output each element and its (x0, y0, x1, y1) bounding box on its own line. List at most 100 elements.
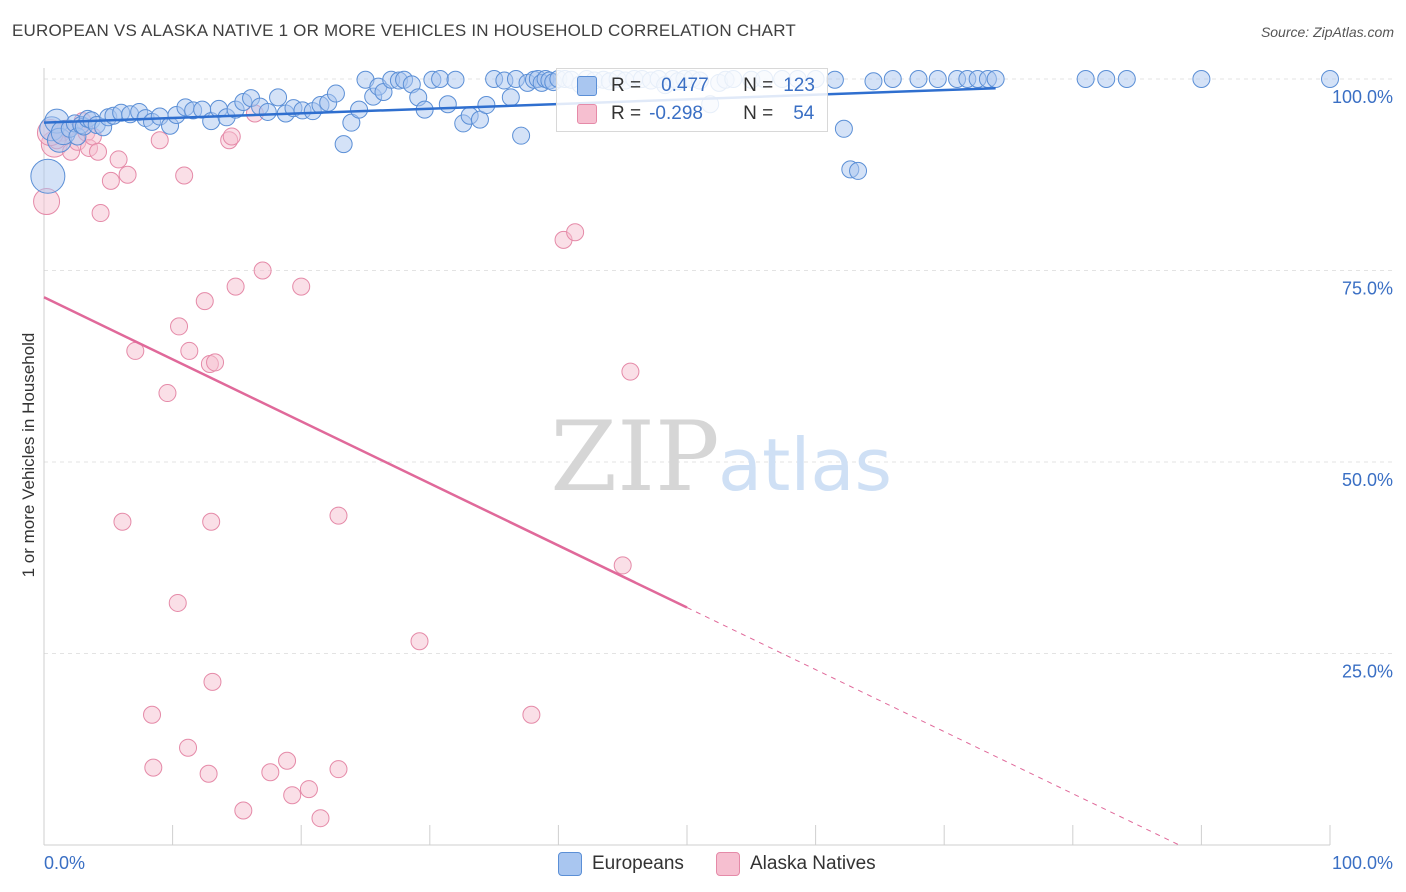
alaska-point (206, 353, 225, 372)
european-point (350, 100, 369, 119)
european-point (446, 70, 465, 89)
source-label: Source: ZipAtlas.com (1260, 24, 1394, 40)
trend-lines (43, 86, 1180, 846)
x-tick-label: 0.0% (44, 853, 85, 873)
alaska-point (150, 131, 169, 150)
alaska-point (180, 341, 199, 360)
alaska-point (113, 512, 132, 531)
legend-n-label: N = (743, 75, 774, 96)
y-tick-label: 75.0% (1342, 279, 1393, 299)
watermark-zip: ZIP (550, 401, 719, 513)
alaska-point (621, 362, 640, 381)
alaska-point (179, 738, 198, 757)
legend-n-value: 123 (783, 75, 815, 96)
alaska-point (566, 223, 585, 242)
alaska-point (410, 632, 429, 651)
alaska-point (195, 292, 214, 311)
alaska-point (168, 593, 187, 612)
watermark: ZIP atlas (550, 401, 892, 513)
gridlines (44, 78, 1392, 654)
alaska-point (283, 786, 302, 805)
y-tick-labels: 25.0% 50.0% 75.0% 100.0% (1332, 87, 1393, 682)
alaska-point (292, 277, 311, 296)
european-point (909, 70, 928, 88)
alaska-point (91, 204, 110, 223)
y-tick-label: 50.0% (1342, 470, 1393, 490)
alaska-point (202, 512, 221, 531)
alaska-point (158, 384, 177, 403)
blue-points (30, 70, 1339, 194)
european-point (477, 96, 496, 115)
alaska-point (222, 127, 241, 146)
alaska-point (203, 672, 222, 691)
watermark-atlas: atlas (718, 423, 892, 507)
legend-row-europeans: R = 0.477 N = 123 (577, 73, 815, 99)
european-point (334, 135, 353, 154)
european-point (834, 119, 853, 138)
european-point (1321, 70, 1339, 88)
alaska-point (311, 809, 330, 828)
legend-item-europeans[interactable]: Europeans (558, 852, 684, 876)
alaska-point (170, 317, 189, 336)
pink-points (33, 104, 640, 828)
european-point (326, 84, 345, 103)
alaska-point (109, 150, 128, 169)
european-point (1117, 70, 1136, 88)
legend-r-value: -0.298 (649, 103, 703, 124)
legend-row-alaska: R = -0.298 N = 54 (577, 101, 814, 127)
alaska-point (89, 142, 108, 161)
european-point (1192, 70, 1211, 88)
alaska-point (226, 277, 245, 296)
alaska-point (101, 171, 120, 190)
alaska-point (118, 165, 137, 184)
european-point (258, 102, 277, 121)
alaska-point (175, 166, 194, 185)
x-tick-labels: 0.0% 100.0% (44, 853, 1393, 873)
alaska-point (613, 556, 632, 575)
legend-swatch-pink (577, 104, 597, 124)
alaska-point (329, 506, 348, 525)
alaska-point (522, 705, 541, 724)
alaska-point (253, 261, 272, 280)
legend-swatch-blue (558, 852, 582, 876)
european-point (825, 70, 844, 89)
alaska-point (261, 763, 280, 782)
stats-legend: R = 0.477 N = 123 R = -0.298 N = 54 (556, 68, 828, 132)
european-point (1097, 70, 1116, 88)
legend-r-label: R = (611, 75, 642, 96)
alaska-trend-line (43, 296, 688, 609)
alaska-trend-dashed (686, 607, 1180, 846)
european-point (1076, 70, 1095, 88)
alaska-point (299, 780, 318, 799)
european-point (512, 126, 531, 145)
european-point (986, 70, 1005, 88)
alaska-point (329, 760, 348, 779)
alaska-point (234, 801, 253, 820)
european-point (864, 72, 883, 91)
legend-n-label: N = (743, 103, 774, 124)
chart-title: EUROPEAN VS ALASKA NATIVE 1 OR MORE VEHI… (12, 21, 796, 40)
alaska-point (278, 751, 297, 770)
legend-item-alaska[interactable]: Alaska Natives (716, 852, 876, 876)
legend-r-value: 0.477 (661, 75, 709, 96)
europeans-trend-line (43, 86, 996, 124)
european-point (501, 88, 520, 107)
y-tick-label: 100.0% (1332, 87, 1393, 107)
legend-label-europeans: Europeans (592, 853, 684, 874)
european-point (30, 158, 66, 194)
legend-swatch-blue (577, 76, 597, 96)
legend-label-alaska: Alaska Natives (750, 853, 876, 874)
alaska-point (199, 764, 218, 783)
european-point (438, 95, 457, 114)
alaska-point (144, 758, 163, 777)
european-point (928, 70, 947, 88)
legend-swatch-pink (716, 852, 740, 876)
european-point (883, 70, 902, 88)
y-tick-label: 25.0% (1342, 662, 1393, 682)
series-legend: Europeans Alaska Natives (0, 852, 1406, 878)
y-axis-label: 1 or more Vehicles in Household (19, 333, 38, 578)
european-point (269, 88, 288, 107)
european-point (431, 70, 450, 88)
legend-n-value: 54 (793, 103, 815, 124)
